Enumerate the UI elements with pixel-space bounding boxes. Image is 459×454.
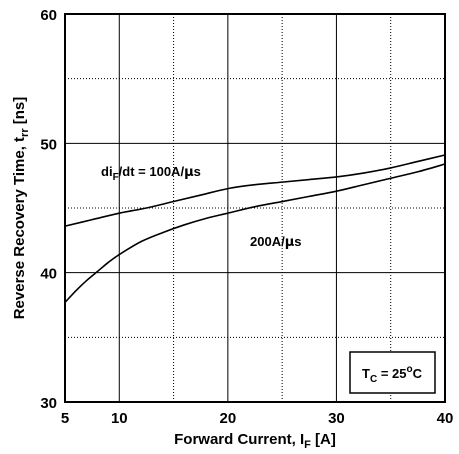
y-tick-label: 30	[40, 395, 57, 412]
x-tick-label: 5	[61, 410, 69, 427]
x-tick-label: 40	[437, 410, 454, 427]
condition-box: TC = 25oC	[349, 351, 436, 394]
x-tick-label: 30	[328, 410, 345, 427]
series-line-2	[64, 163, 446, 303]
y-tick-label: 40	[40, 266, 57, 283]
x-tick-label: 10	[111, 410, 128, 427]
x-tick-label: 20	[220, 410, 237, 427]
series-line-1	[64, 154, 446, 227]
x-tick-labels: 5 10 20 30 40	[61, 410, 454, 427]
y-tick-label: 60	[40, 7, 57, 24]
curve1-label: diF/dt = 100A/µs	[101, 164, 201, 183]
curve2-label: 200A/µs	[250, 234, 302, 250]
y-tick-label: 50	[40, 136, 57, 153]
grid-layer	[65, 14, 445, 402]
series-layer	[64, 154, 446, 303]
plot-frame	[64, 13, 446, 403]
y-tick-labels: 30 40 50 60	[40, 7, 57, 412]
x-axis-title: Forward Current, IF [A]	[174, 431, 336, 451]
condition-label: TC = 25oC	[362, 364, 423, 385]
y-axis-title: Reverse Recovery Time, trr [ns]	[11, 97, 31, 320]
